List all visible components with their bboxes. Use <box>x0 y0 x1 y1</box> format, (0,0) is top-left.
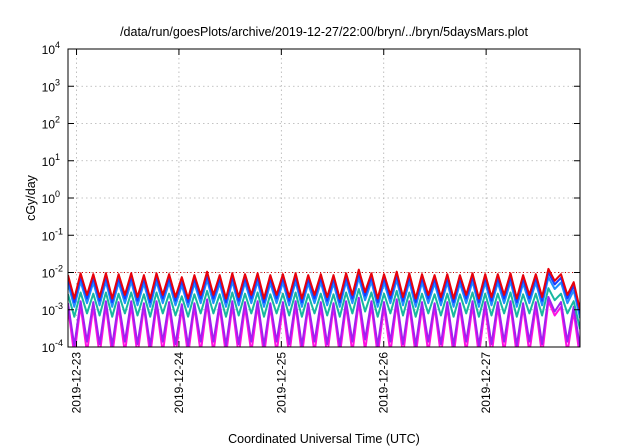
x-tick-label: 2019-12-23 <box>70 352 84 414</box>
chart-title: /data/run/goesPlots/archive/2019-12-27/2… <box>120 25 528 39</box>
y-tick-exponent: -4 <box>55 338 63 348</box>
y-tick-exponent: -3 <box>55 301 63 311</box>
y-tick-exponent: 4 <box>55 40 60 50</box>
y-tick-base: 10 <box>42 229 56 243</box>
y-tick-base: 10 <box>42 267 56 281</box>
y-tick-exponent: 2 <box>55 115 60 125</box>
y-tick-exponent: -1 <box>55 226 63 236</box>
x-tick-label: 2019-12-27 <box>479 352 493 414</box>
y-tick-label: 10 -1 <box>42 226 63 243</box>
y-axis-label: cGy/day <box>24 174 38 221</box>
x-axis-label: Coordinated Universal Time (UTC) <box>228 432 420 446</box>
y-tick-exponent: 0 <box>55 189 60 199</box>
y-tick-base: 10 <box>42 192 56 206</box>
y-tick-base: 10 <box>42 43 56 57</box>
y-tick-base: 10 <box>42 341 56 355</box>
y-tick-label: 10 2 <box>42 115 60 132</box>
y-tick-base: 10 <box>42 155 56 169</box>
y-tick-base: 10 <box>42 304 56 318</box>
y-tick-exponent: 3 <box>55 77 60 87</box>
series-line-0 <box>68 267 580 311</box>
x-tick-label: 2019-12-26 <box>377 352 391 414</box>
y-tick-exponent: 1 <box>55 152 60 162</box>
x-tick-label: 2019-12-25 <box>274 352 288 414</box>
y-tick-label: 10 -3 <box>42 301 63 318</box>
series-line-2 <box>68 276 580 319</box>
y-tick-exponent: -2 <box>55 264 63 274</box>
series-line-3 <box>68 287 580 330</box>
y-tick-label: 10 4 <box>42 40 60 57</box>
y-tick-label: 10 0 <box>42 189 60 206</box>
y-tick-base: 10 <box>42 80 56 94</box>
y-tick-base: 10 <box>42 118 56 132</box>
x-tick-label: 2019-12-24 <box>172 352 186 414</box>
x-axis: 2019-12-23 2019-12-24 2019-12-25 2019-12-26… <box>70 49 493 414</box>
series-line-4 <box>68 296 580 347</box>
y-tick-label: 10 3 <box>42 77 60 94</box>
series-lines <box>68 267 580 347</box>
y-tick-label: 10 -2 <box>42 264 63 281</box>
y-tick-label: 10 -4 <box>42 338 63 355</box>
y-tick-label: 10 1 <box>42 152 60 169</box>
